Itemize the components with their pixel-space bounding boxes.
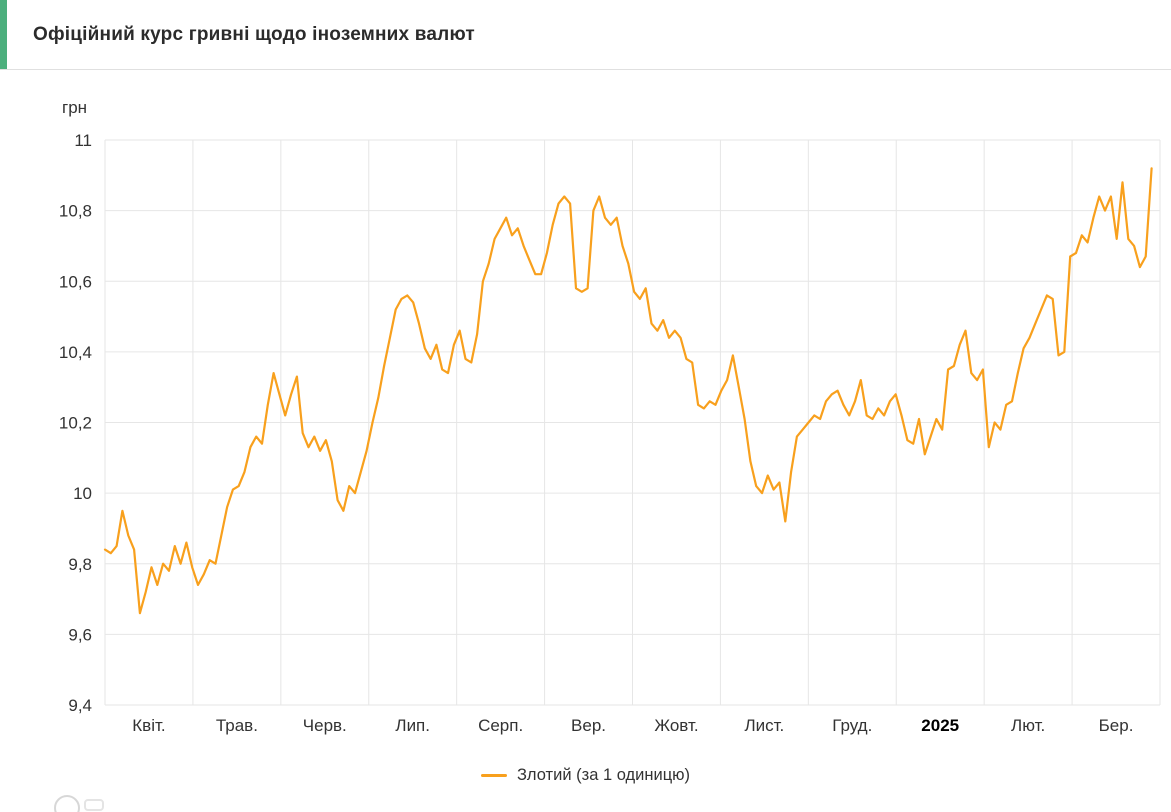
x-tick-label: Жовт. [654,716,698,735]
y-tick-label: 9,4 [68,696,92,715]
y-tick-label: 10 [73,484,92,503]
legend-line-swatch [480,774,507,777]
legend-label: Злотий (за 1 одиницю) [516,766,691,784]
y-tick-label: 10,4 [59,343,92,362]
chart-canvas: 11 10,8 10,6 10,4 10,2 10 9,8 9,6 9,4 Квіт. Трав. Ч… [59,131,1161,735]
y-tick-label: 10,8 [59,202,92,221]
y-tick-label: 10,6 [59,272,92,291]
y-tick-label: 9,8 [68,555,92,574]
x-tick-label: Трав. [216,716,258,735]
y-tick-label: 9,6 [68,625,92,644]
x-tick-label: Лист. [744,716,784,735]
x-tick-label: Черв. [303,716,347,735]
watermark-bar-icon [84,799,104,811]
x-tick-label: Серп. [478,716,523,735]
y-axis-unit-label: грн [62,98,88,117]
y-tick-label: 10,2 [59,414,92,433]
x-tick-label: Квіт. [132,716,165,735]
y-tick-label: 11 [74,131,92,150]
page-title: Офіційний курс гривні щодо іноземних вал… [33,23,475,45]
x-tick-label: Лют. [1011,716,1045,735]
x-tick-label: 2025 [921,716,959,735]
header-accent-bar [0,0,7,69]
watermark-circle-icon [54,795,80,812]
legend-item-zloty[interactable]: Злотий (за 1 одиницю) [0,766,1171,785]
x-tick-label: Груд. [832,716,872,735]
series-line-zloty[interactable] [103,167,1153,615]
chart-header: Офіційний курс гривні щодо іноземних вал… [0,0,1171,70]
x-tick-label: Бер. [1099,716,1134,735]
x-tick-label: Вер. [571,716,606,735]
x-tick-label: Лип. [395,716,430,735]
partial-watermark-logo [54,795,104,812]
